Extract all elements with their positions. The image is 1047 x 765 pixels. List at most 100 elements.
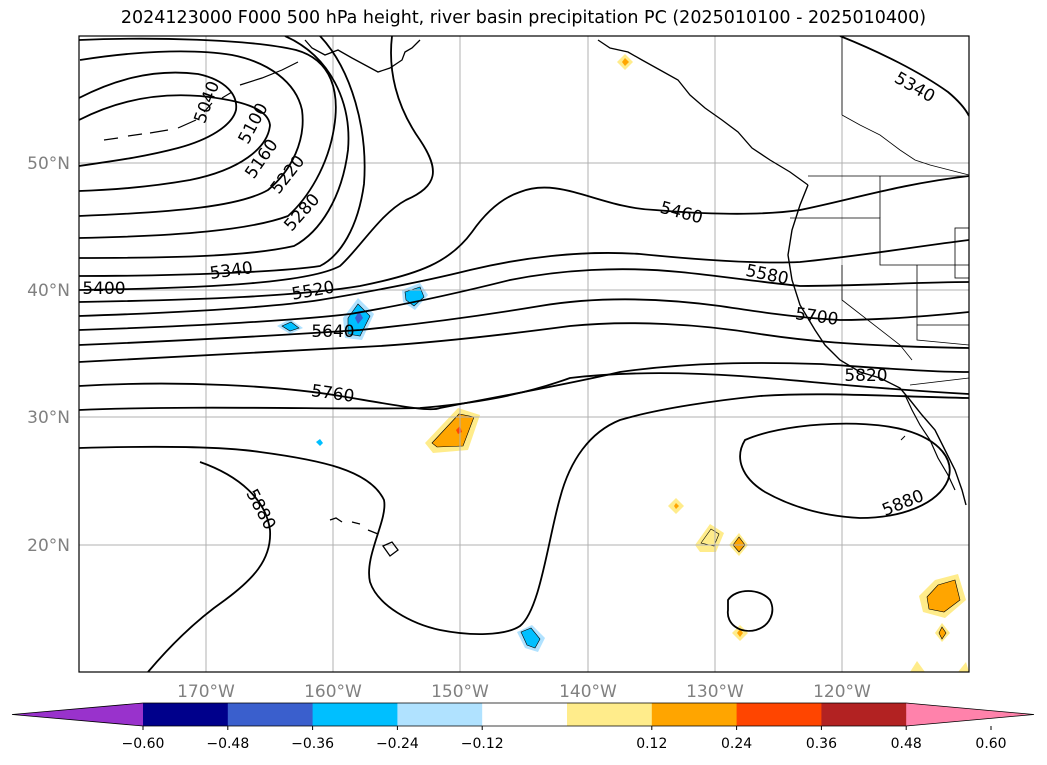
political-borders (790, 36, 969, 386)
contour-label: 5760 (310, 381, 356, 407)
us-mexico-border (909, 377, 969, 386)
colorbar-extend-low (12, 703, 143, 726)
longitude-label: 160°W (304, 682, 362, 702)
positive-anomaly-patch (674, 503, 679, 509)
negative-anomaly-patch (316, 439, 323, 446)
contour-label: 5640 (311, 322, 354, 342)
contour-label: 5400 (82, 279, 125, 299)
colorbar-tick-label: 0.48 (891, 736, 922, 752)
contour-5580 (79, 268, 969, 331)
contour-high-small (727, 590, 774, 632)
contour-label: 5580 (744, 261, 790, 290)
latitude-label: 20°N (27, 536, 70, 556)
positive-anomaly-patch (958, 662, 969, 672)
contour-label: 5340 (891, 68, 938, 107)
longitude-label: 130°W (686, 682, 744, 702)
state-border (916, 265, 969, 346)
positive-anomaly-patch (737, 629, 743, 637)
positive-anomaly-patch (431, 413, 475, 448)
colorbar-segment (143, 703, 229, 726)
colorbar: −0.60 −0.48 −0.36 −0.24 −0.12 0.12 0.24 0.36 0.4… (11, 702, 1035, 752)
longitude-labels: 170°W 160°W 150°W 140°W 130°W 120°W (177, 682, 871, 702)
negative-anomaly-patch (281, 321, 300, 332)
colorbar-tick-label: −0.36 (291, 736, 334, 752)
contour-label: 5520 (290, 277, 336, 304)
aleutian-islands (103, 61, 299, 141)
latitude-label: 40°N (27, 281, 70, 301)
precipitation-shading (277, 54, 969, 672)
contour-5880-southwest (147, 461, 271, 672)
contour-5700 (79, 322, 969, 363)
hawaii-islands (329, 517, 399, 557)
contour-5280 (79, 36, 350, 259)
contour-5460 (79, 175, 969, 303)
negative-anomaly-patch (355, 311, 363, 324)
longitude-label: 140°W (559, 682, 617, 702)
colorbar-segment (397, 703, 483, 726)
baja-california (904, 394, 956, 491)
contour-label: 5880 (879, 486, 927, 521)
colorbar-segment (821, 703, 907, 726)
state-border (841, 265, 913, 361)
colorbar-tick-label: −0.60 (122, 736, 165, 752)
contour-5040 (79, 71, 237, 167)
contour-label: 5040 (191, 79, 225, 126)
contour-5400 (79, 36, 434, 291)
latitude-labels: 50°N 40°N 30°N 20°N (27, 154, 70, 556)
colorbar-segment (312, 703, 398, 726)
inset-box (954, 227, 969, 279)
colorbar-tick-label: −0.48 (206, 736, 249, 752)
contour-label: 5460 (658, 198, 705, 229)
contour-label: 5340 (208, 258, 254, 284)
contour-5100 (79, 94, 271, 192)
contour-5820 (79, 372, 969, 411)
height-contours (79, 36, 969, 672)
positive-anomaly-patch (926, 579, 961, 613)
longitude-label: 150°W (431, 682, 489, 702)
positive-anomaly-patch (910, 661, 925, 672)
state-border (790, 217, 969, 266)
latitude-label: 50°N (27, 154, 70, 174)
gulf-alaska-coast (597, 39, 809, 186)
colorbar-tick-label: −0.12 (461, 736, 504, 752)
contour-5340 (79, 36, 366, 277)
west-coast (787, 184, 967, 506)
colorbar-segment (227, 703, 314, 726)
colorbar-tick-label: 0.24 (721, 736, 752, 752)
contour-5880-west (79, 393, 969, 635)
contour-5880-east (739, 422, 951, 519)
colorbar-tick-label: −0.24 (376, 736, 419, 752)
colorbar-segment (736, 703, 822, 726)
map-frame (78, 35, 970, 673)
guadalupe-island (900, 435, 906, 441)
positive-anomaly-patch (622, 58, 629, 66)
colorbar-segment (567, 703, 653, 726)
longitude-label: 170°W (177, 682, 235, 702)
longitude-label: 120°W (813, 682, 871, 702)
gridlines (79, 36, 969, 672)
colorbar-extend-high (906, 703, 1034, 726)
map-title: 2024123000 F000 500 hPa height, river ba… (120, 8, 927, 28)
contour-labels: 5040 5100 5160 5220 5280 5340 5400 5460 … (82, 68, 938, 533)
contour-label: 5880 (241, 486, 279, 534)
contour-5340-east (839, 36, 969, 117)
colorbar-segment (651, 703, 738, 726)
contour-5160 (79, 50, 304, 217)
contour-label: 5280 (280, 190, 324, 236)
colorbar-segment (482, 703, 568, 726)
contour-5640 (79, 298, 969, 346)
latitude-label: 30°N (27, 408, 70, 428)
colorbar-tick-label: 0.12 (636, 736, 667, 752)
contour-label: 5700 (794, 304, 840, 330)
contour-5760 (79, 362, 969, 411)
contour-label: 5820 (844, 366, 887, 386)
negative-anomaly-patch (520, 627, 541, 649)
positive-anomaly-patches (425, 54, 969, 672)
contour-5520 (79, 239, 969, 317)
alaska-coastline (304, 39, 421, 73)
bc-border (841, 114, 969, 176)
colorbar-tick-label: 0.36 (806, 736, 837, 752)
colorbar-tick-label: 0.60 (975, 736, 1006, 752)
contour-5220 (79, 37, 337, 239)
